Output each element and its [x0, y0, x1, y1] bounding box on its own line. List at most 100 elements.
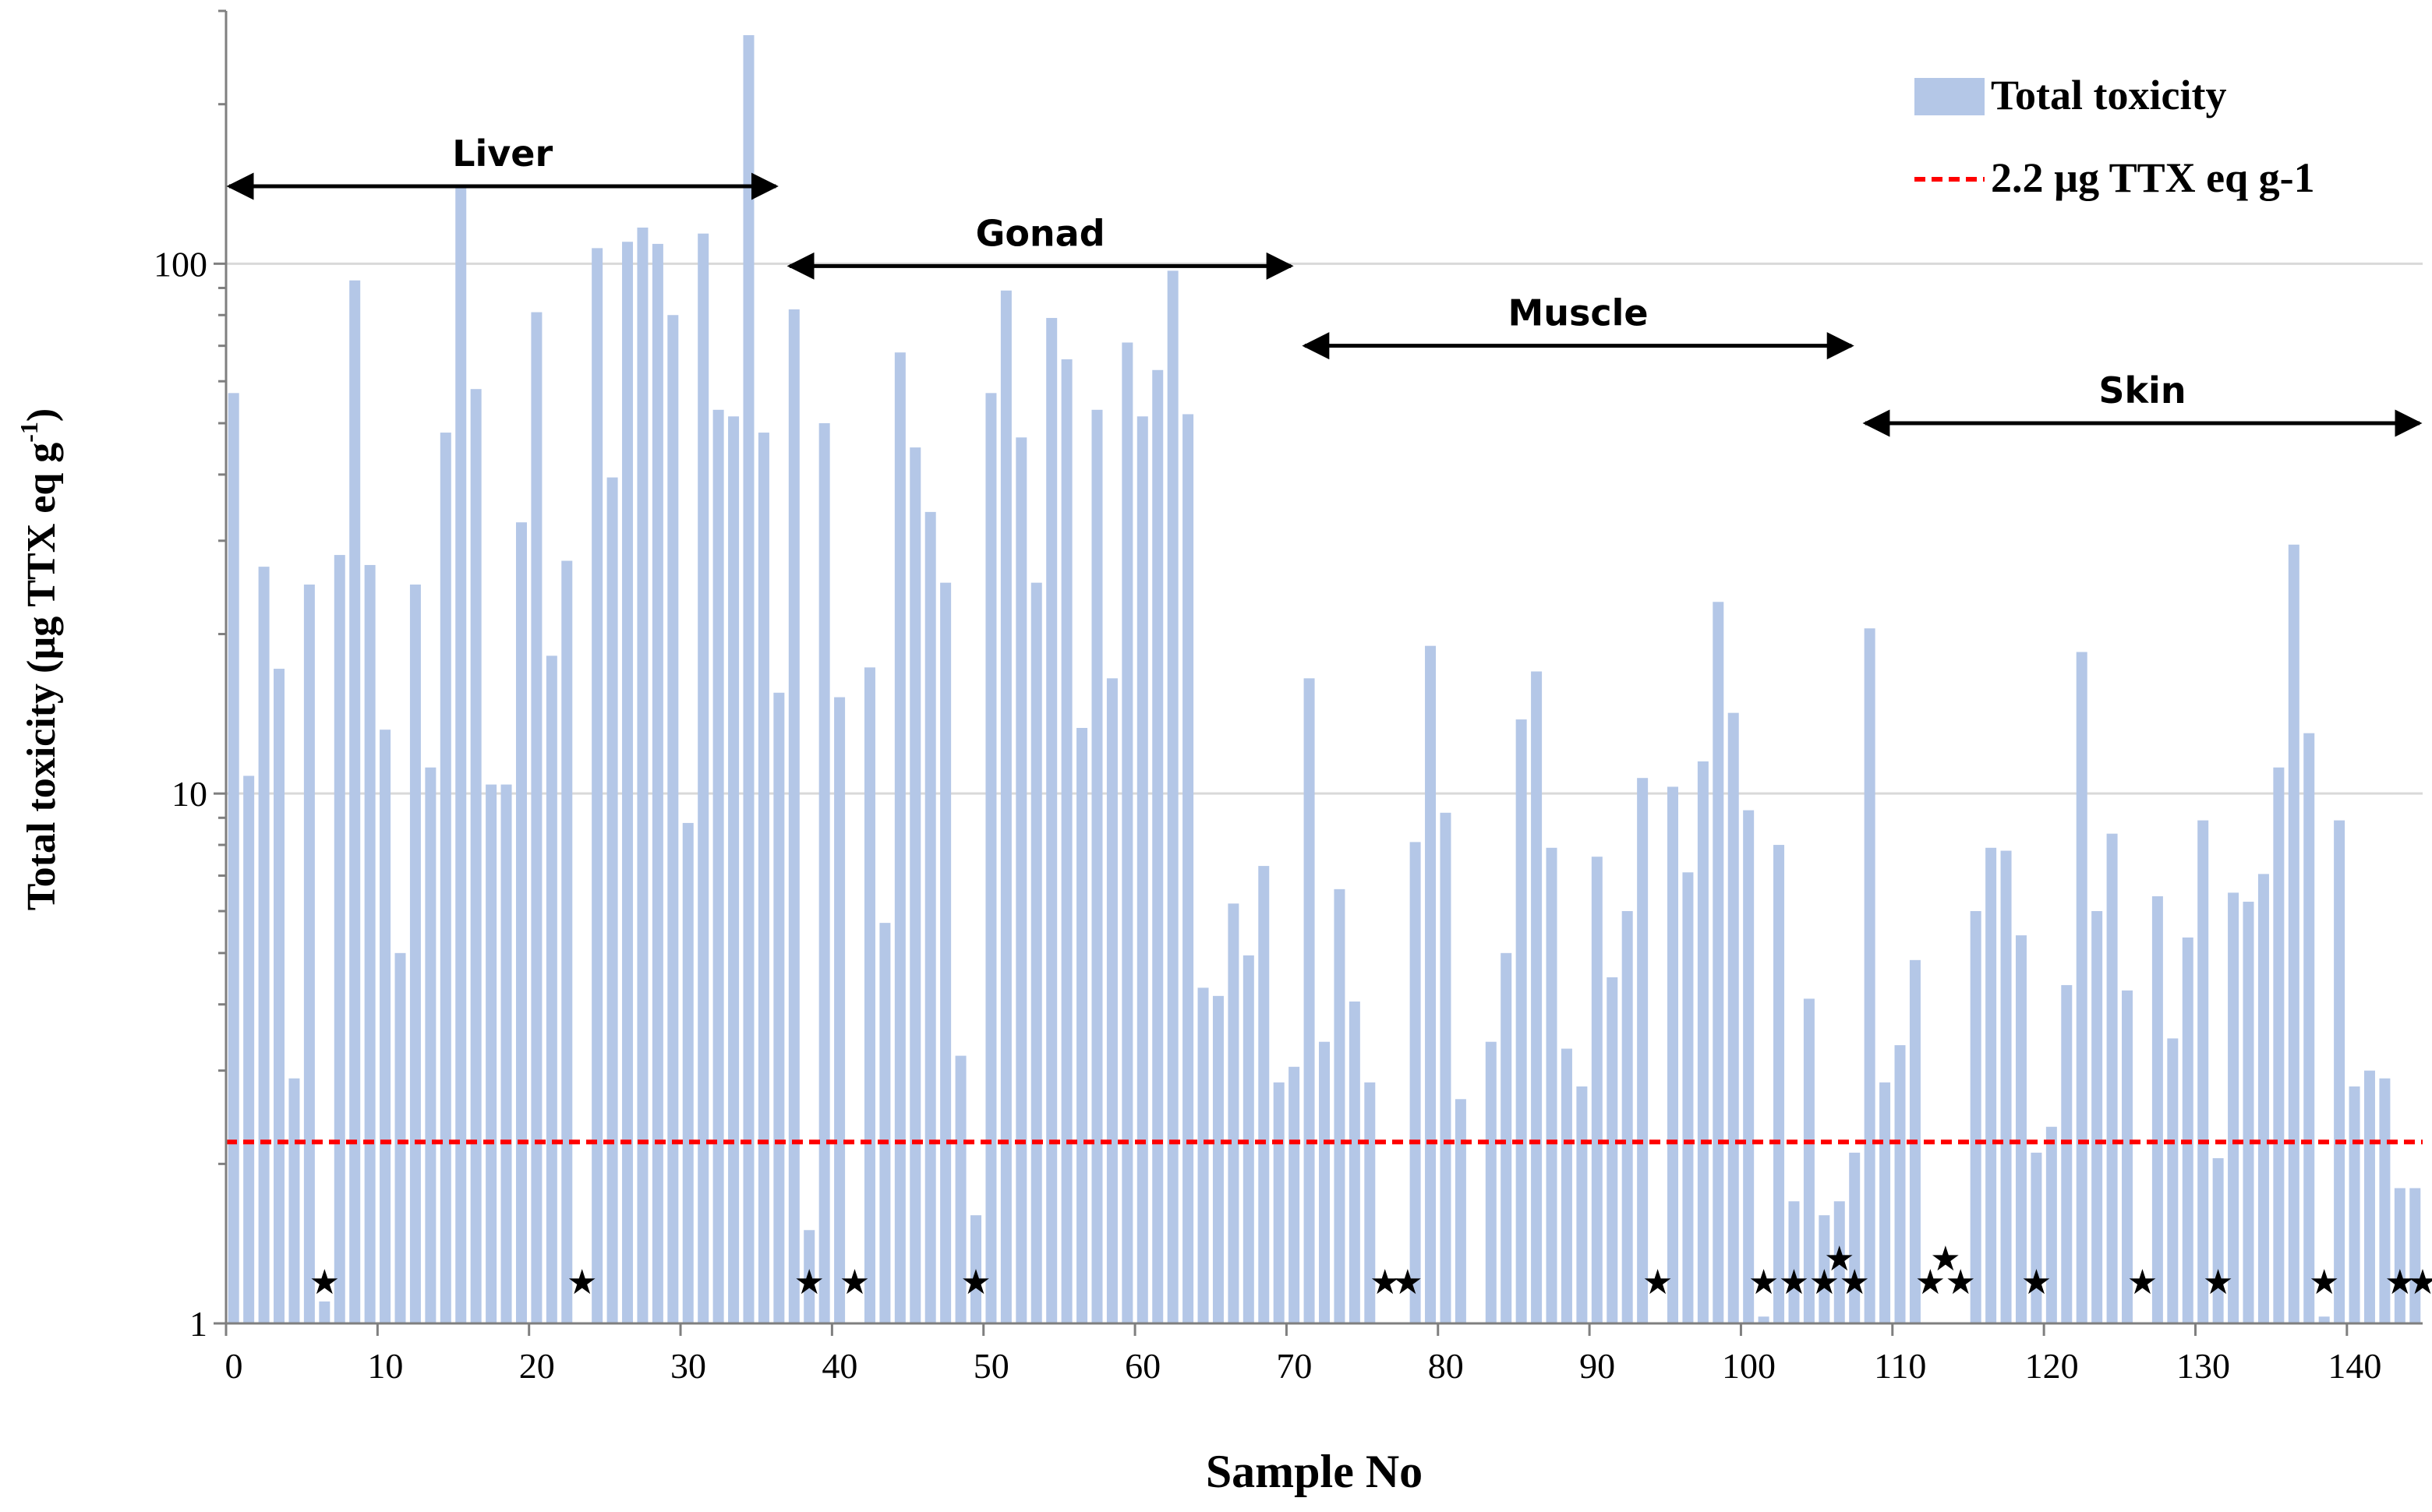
bar — [1106, 678, 1118, 1323]
bar — [728, 416, 740, 1323]
bar — [864, 667, 875, 1323]
bar — [2288, 544, 2299, 1323]
star-marker: ★ — [1824, 1239, 1854, 1279]
x-tick-label: 130 — [2176, 1346, 2230, 1386]
bar — [758, 433, 769, 1323]
legend-label-threshold: 2.2 µg TTX eq g-1 — [1991, 154, 2315, 201]
bar — [1531, 671, 1543, 1323]
bar — [334, 555, 345, 1323]
bar — [1621, 910, 1633, 1323]
bar — [2273, 767, 2285, 1323]
x-tick-label: 80 — [1428, 1346, 1464, 1386]
x-tick-label: 90 — [1579, 1346, 1615, 1386]
bar — [1819, 1215, 1830, 1323]
bar — [955, 1055, 967, 1323]
bar — [2000, 850, 2012, 1323]
bar — [1561, 1048, 1572, 1323]
bar — [712, 409, 724, 1323]
bar — [1833, 1201, 1845, 1323]
star-marker: ★ — [1915, 1263, 1946, 1302]
bar — [970, 1215, 982, 1323]
bar — [1758, 1316, 1769, 1323]
x-axis-title: Sample No — [1206, 1446, 1423, 1497]
region-label: Liver — [452, 132, 553, 175]
star-marker: ★ — [2021, 1263, 2052, 1302]
bar — [531, 312, 543, 1324]
bar — [1273, 1082, 1285, 1323]
tissue-regions: Liver Gonad Muscle Skin — [226, 132, 2423, 437]
bar — [1425, 645, 1437, 1323]
bar — [409, 585, 421, 1323]
bar — [243, 775, 255, 1323]
bar — [1319, 1041, 1330, 1323]
bar — [1773, 845, 1785, 1323]
region-label: Skin — [2098, 369, 2186, 412]
bar — [349, 280, 361, 1323]
bar — [1607, 977, 1618, 1323]
bar — [1334, 888, 1345, 1323]
bar — [1864, 628, 1875, 1323]
bar — [2228, 892, 2239, 1323]
bar — [2394, 1188, 2405, 1323]
y-axis-title-main: Total toxicity (µg TTX eq g — [19, 443, 64, 911]
bar — [1076, 727, 1088, 1323]
bar — [894, 352, 906, 1324]
y-axis-title: Total toxicity (µg TTX eq g-1) — [15, 408, 64, 911]
bar — [1122, 342, 1133, 1323]
bar — [1803, 998, 1815, 1323]
bar — [1016, 437, 1027, 1323]
bar — [1152, 369, 1164, 1324]
x-tick-label: 120 — [2025, 1346, 2079, 1386]
bar — [834, 697, 846, 1323]
bar — [394, 952, 406, 1323]
bar — [1637, 778, 1649, 1323]
bar — [940, 582, 952, 1323]
legend-swatch-total-toxicity — [1914, 78, 1985, 115]
x-tick-label: 50 — [974, 1346, 1009, 1386]
bar — [1000, 290, 1012, 1324]
bar — [1258, 866, 1270, 1323]
bar — [1349, 1002, 1360, 1323]
bar — [500, 784, 512, 1323]
bar — [1228, 903, 1239, 1323]
bar — [515, 522, 527, 1323]
bar — [1136, 416, 1148, 1323]
bar — [910, 447, 921, 1323]
x-tick-label: 140 — [2328, 1346, 2381, 1386]
bar — [1591, 857, 1603, 1323]
bar — [1167, 270, 1179, 1323]
bar — [1515, 719, 1527, 1323]
bar — [743, 35, 755, 1323]
bar — [773, 692, 785, 1323]
bar — [1182, 414, 1194, 1323]
bar — [1455, 1099, 1466, 1323]
star-marker: ★ — [2407, 1263, 2432, 1302]
bar — [1197, 987, 1209, 1323]
star-marker: ★ — [1946, 1263, 1976, 1302]
bar — [788, 309, 800, 1323]
bar — [546, 655, 557, 1323]
bar — [2318, 1316, 2330, 1323]
bar — [1788, 1201, 1800, 1323]
bar — [380, 730, 391, 1323]
star-marker: ★ — [1839, 1263, 1869, 1302]
bar — [1576, 1086, 1588, 1323]
bar — [1697, 761, 1709, 1323]
bar — [2122, 990, 2133, 1323]
bar — [561, 560, 573, 1323]
bar — [1243, 955, 1254, 1323]
bar — [2061, 984, 2073, 1323]
x-tick-label: 70 — [1276, 1346, 1312, 1386]
y-axis-title-superscript: -1 — [15, 422, 43, 443]
bar — [1970, 910, 1981, 1323]
bar — [1894, 1045, 1906, 1323]
star-marker: ★ — [1779, 1263, 1809, 1302]
bar — [303, 585, 315, 1323]
x-tick-label: 20 — [519, 1346, 555, 1386]
bar — [2091, 910, 2103, 1323]
bar — [486, 784, 497, 1323]
x-tick-label: 110 — [1874, 1346, 1926, 1386]
bar — [592, 248, 603, 1324]
